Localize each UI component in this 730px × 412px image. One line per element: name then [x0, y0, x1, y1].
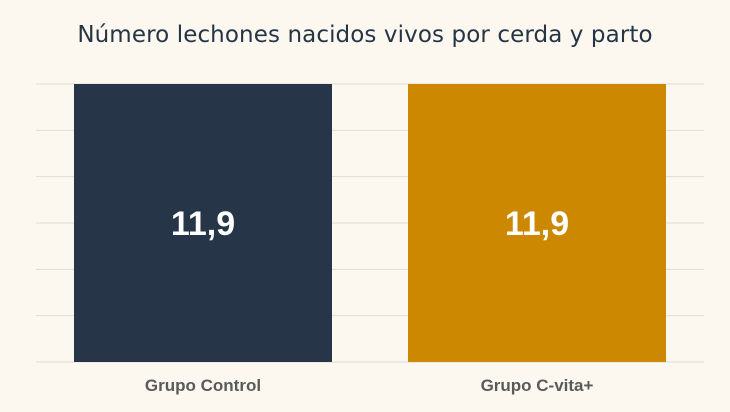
- category-label: Grupo Control: [145, 376, 261, 395]
- chart-title: Número lechones nacidos vivos por cerda …: [77, 22, 653, 48]
- bars: [74, 84, 666, 362]
- bar: [408, 84, 666, 362]
- value-labels: 11,9 11,9: [171, 205, 569, 243]
- bar-value-label: 11,9: [171, 205, 235, 243]
- bar-value-label: 11,9: [505, 205, 569, 243]
- bar: [74, 84, 332, 362]
- category-labels: Grupo Control Grupo C-vita+: [145, 376, 594, 395]
- category-label: Grupo C-vita+: [481, 376, 594, 395]
